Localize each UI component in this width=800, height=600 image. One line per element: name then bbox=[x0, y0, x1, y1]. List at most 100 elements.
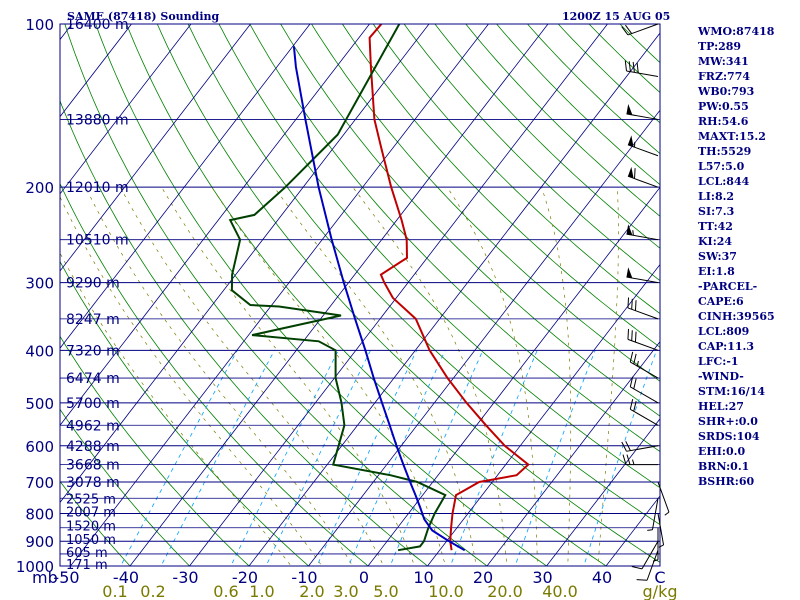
dry-adiabat bbox=[126, 24, 607, 566]
wind-barb bbox=[622, 454, 658, 466]
barb-half-flag bbox=[647, 529, 653, 531]
mixing-ratio-label: 40.0 bbox=[542, 582, 578, 600]
height-label: 1050 m bbox=[66, 533, 116, 548]
barb-staff bbox=[627, 338, 659, 351]
mixing-ratio-label: 20.0 bbox=[487, 582, 523, 600]
dry-adiabat bbox=[280, 24, 660, 417]
height-label: 4962 m bbox=[66, 418, 120, 434]
barb-staff bbox=[626, 70, 659, 78]
plot-background bbox=[60, 24, 660, 566]
mixing-ratio-line bbox=[514, 350, 596, 566]
index-item: PW:0.55 bbox=[698, 100, 749, 113]
barb-flag bbox=[622, 454, 627, 465]
barb-staff bbox=[627, 144, 659, 157]
barb-half-flag bbox=[632, 459, 635, 465]
moist-adiabat bbox=[161, 187, 415, 566]
barb-flag bbox=[627, 297, 630, 308]
wind-barb bbox=[629, 399, 659, 426]
dry-adiabat bbox=[218, 24, 660, 489]
temperature-tick-label: -30 bbox=[172, 568, 198, 587]
height-label: 6474 m bbox=[66, 371, 120, 387]
index-item: EHI:0.0 bbox=[698, 445, 746, 458]
height-label: 9290 m bbox=[66, 276, 120, 292]
mixing-ratio-line bbox=[449, 350, 538, 566]
dry-adiabat bbox=[60, 408, 191, 566]
wind-barbs bbox=[621, 23, 670, 581]
dry-adiabat bbox=[60, 182, 369, 566]
mixing-ratio-line bbox=[389, 350, 484, 566]
moist-adiabat bbox=[60, 196, 323, 566]
temperature-profile bbox=[368, 24, 530, 551]
barb-flag bbox=[634, 300, 637, 311]
dry-adiabat bbox=[526, 24, 660, 155]
index-item: HEL:27 bbox=[698, 400, 744, 413]
barb-flag bbox=[634, 168, 636, 179]
plot-area bbox=[60, 24, 660, 566]
barb-pennant bbox=[626, 267, 633, 279]
mixing-ratio-label: 0.1 bbox=[102, 582, 127, 600]
barb-flag bbox=[628, 61, 631, 72]
barb-staff bbox=[646, 550, 659, 581]
pressure-tick-label: 800 bbox=[25, 505, 54, 523]
barb-staff bbox=[630, 361, 659, 379]
wind-barb bbox=[627, 166, 659, 188]
isotherm bbox=[486, 341, 660, 566]
barb-flag bbox=[631, 330, 633, 341]
barb-flag bbox=[624, 60, 627, 72]
index-item: BSHR:60 bbox=[698, 475, 755, 488]
index-item: SW:37 bbox=[698, 250, 737, 263]
dry-adiabat bbox=[187, 24, 660, 526]
isotherm bbox=[248, 32, 660, 566]
wind-barb bbox=[626, 224, 659, 241]
wind-barb bbox=[629, 376, 659, 404]
index-item: TH:5529 bbox=[698, 145, 752, 158]
wind-barb bbox=[624, 60, 659, 78]
isotherm bbox=[426, 263, 660, 566]
wind-barb bbox=[652, 527, 659, 562]
index-item: LCL:809 bbox=[698, 325, 750, 338]
barb-staff bbox=[627, 23, 659, 36]
mixing-ratio-line bbox=[583, 350, 657, 566]
dry-adiabat bbox=[341, 24, 660, 348]
temperature-tick-label: 20 bbox=[473, 568, 493, 587]
index-item: KI:24 bbox=[698, 235, 733, 248]
index-item: FRZ:774 bbox=[698, 70, 751, 83]
barb-flag bbox=[629, 399, 634, 410]
temperature-unit-label: C bbox=[654, 568, 665, 587]
moist-adiabat bbox=[541, 187, 572, 566]
moist-adiabat bbox=[597, 187, 619, 566]
plot-frame bbox=[59, 23, 661, 567]
barb-staff bbox=[657, 481, 670, 513]
isotherm bbox=[60, 24, 133, 118]
barb-staff bbox=[630, 386, 659, 404]
pressure-tick-label: 200 bbox=[25, 179, 54, 197]
barb-pennant bbox=[627, 135, 634, 147]
index-item: -PARCEL- bbox=[698, 280, 758, 293]
height-label: 8247 m bbox=[66, 312, 120, 328]
pressure-tick-label: 1000 bbox=[16, 558, 54, 576]
mixing-ratio-line bbox=[348, 350, 446, 566]
mixing-ratio-label: g/kg bbox=[643, 582, 678, 600]
barb-half-flag bbox=[664, 511, 670, 516]
isotherm bbox=[60, 24, 311, 349]
barb-flag bbox=[629, 376, 634, 387]
pressure-tick-label: 300 bbox=[25, 275, 54, 293]
height-label: 3668 m bbox=[66, 458, 120, 474]
height-label: 605 m bbox=[66, 546, 108, 561]
index-item: TP:289 bbox=[698, 40, 742, 53]
mixing-ratio-label: 5.0 bbox=[373, 582, 398, 600]
wind-barb bbox=[631, 540, 659, 570]
barb-pennant bbox=[626, 224, 633, 236]
barb-flag bbox=[625, 441, 631, 451]
mixing-ratio-line bbox=[265, 350, 371, 566]
pressure-tick-label: 700 bbox=[25, 474, 54, 492]
pressure-tick-label: 100 bbox=[25, 16, 54, 34]
index-item: STM:16/14 bbox=[698, 385, 765, 398]
barb-flag bbox=[633, 378, 637, 389]
temperature-tick-label: 40 bbox=[592, 568, 612, 587]
barb-flag bbox=[634, 331, 637, 343]
isotherm bbox=[129, 24, 549, 566]
height-label: 12010 m bbox=[66, 180, 129, 196]
index-item: EI:1.8 bbox=[698, 265, 735, 278]
